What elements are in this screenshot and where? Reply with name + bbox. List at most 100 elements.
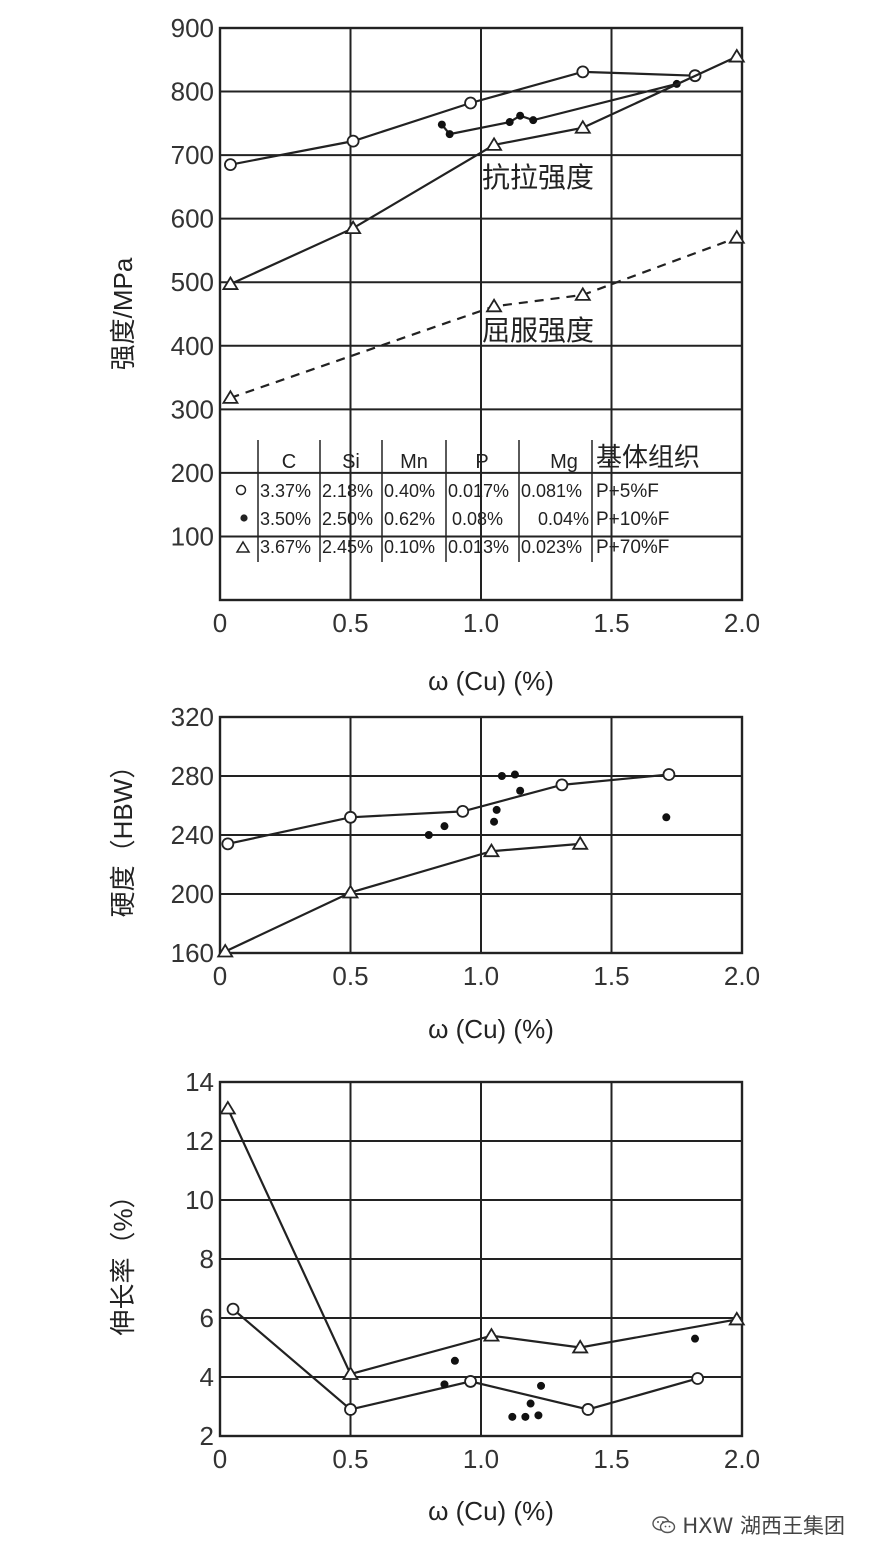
y-axis-label: 硬度（HBW） [108,753,138,918]
series-open-circle [224,65,702,172]
series-triangle-dashed [221,229,746,404]
data-point-triangle [574,119,592,134]
data-point-filled-dot [445,130,454,139]
legend-cell: 2.50% [322,509,373,529]
x-tick-label: 1.5 [593,961,629,991]
series-line [230,70,696,166]
y-tick-label: 600 [171,204,214,234]
series-filled-dot [440,1334,700,1421]
data-point-open-circle [344,810,357,824]
data-point-filled-dot [691,1334,700,1343]
data-point-open-circle [662,768,676,781]
data-point-filled-dot [526,1399,535,1408]
legend-cell: 3.37% [260,481,311,501]
legend-header-matrix: 基体组织 [596,442,700,472]
series-filled-dot [437,79,681,139]
legend-cell: P+10%F [596,509,669,530]
series-line [226,1108,737,1376]
series-line [232,1308,698,1411]
x-tick-label: 2.0 [724,1444,760,1474]
data-point-filled-dot [537,1381,546,1390]
series-triangle [219,1100,746,1380]
watermark: HXW 湖西王集团 [652,1510,845,1540]
data-point-triangle [482,842,501,858]
legend-marker-filled-dot [240,514,248,522]
plot-frame [218,715,744,955]
data-point-filled-dot [529,116,538,125]
x-tick-label: 2.0 [724,608,760,638]
chart-panel-2: 0 0.5 1.0 1.5 2.0 160 200 240 280 320 ω (Cu) (%) 硬度… [108,702,760,1044]
y-tick-label: 160 [171,938,214,968]
legend-cell: 0.10% [384,537,435,557]
plot-frame [218,26,744,602]
legend-header-mg: Mg [550,451,578,473]
data-point-triangle [485,136,503,151]
legend-cell: 0.40% [384,481,435,501]
series-open-circle [221,768,676,851]
legend-header-c: C [282,451,296,473]
data-point-filled-dot [424,831,433,839]
data-point-triangle [482,1327,501,1342]
series-line [230,236,738,399]
legend-cell: 3.67% [260,537,311,557]
watermark-text: HXW 湖西王集团 [682,1514,845,1538]
data-point-filled-dot [437,120,446,129]
data-point-filled-dot [505,118,514,127]
x-tick-label: 0.5 [332,608,368,638]
legend-cell: 0.62% [384,509,435,529]
data-point-open-circle [581,1403,595,1416]
data-point-open-circle [691,1372,705,1385]
y-tick-label: 14 [185,1067,214,1097]
data-point-triangle [341,884,360,899]
y-tick-label: 900 [171,13,214,43]
data-point-filled-dot [497,772,506,780]
legend-cell: 0.04% [538,509,589,529]
y-tick-label: 6 [200,1303,214,1333]
data-point-triangle [728,229,746,244]
chart-panel-3: 0 0.5 1.0 1.5 2.0 2 4 6 8 10 12 14 ω (Cu) (%) 伸长率（%） [108,1067,760,1526]
y-tick-label: 100 [171,521,214,551]
y-tick-label: 500 [171,267,214,297]
y-tick-label: 300 [171,394,214,424]
legend-cell: 2.45% [322,537,373,557]
data-point-filled-dot [440,1380,449,1389]
legend-cell: P+70%F [596,537,669,558]
y-tick-label: 12 [185,1126,214,1156]
data-point-open-circle [555,778,569,792]
data-point-open-circle [221,837,235,851]
series-triangle [216,835,589,958]
data-point-triangle [571,835,589,850]
x-tick-label: 0 [213,1444,227,1474]
data-point-filled-dot [490,817,499,826]
y-axis-label: 强度/MPa [108,257,138,370]
data-point-triangle [221,275,240,290]
y-tick-label: 800 [171,77,214,107]
legend-header-mn: Mn [400,451,428,473]
legend-cell: P+5%F [596,481,659,502]
series-line [227,773,670,845]
x-tick-label: 0 [213,608,227,638]
legend-header-si: Si [342,451,360,473]
x-tick-label: 1.5 [593,1444,629,1474]
wechat-icon [652,1516,676,1534]
annotation-yield-strength: 屈服强度 [482,315,594,346]
x-tick-label: 1.0 [463,1444,499,1474]
y-tick-label: 280 [171,761,214,791]
legend-cell: 0.013% [448,537,509,557]
legend-cell: 0.08% [452,509,503,529]
legend-cell: 3.50% [260,509,311,529]
data-point-open-circle [456,805,470,818]
legend-cell: 0.023% [521,537,582,557]
data-point-triangle [485,298,503,313]
data-point-filled-dot [516,786,525,795]
x-tick-label: 2.0 [724,961,760,991]
legend-header-p: P [475,451,488,473]
data-point-triangle [728,48,746,63]
x-axis-label: ω (Cu) (%) [428,666,554,696]
x-tick-label: 1.5 [593,608,629,638]
data-point-filled-dot [440,822,449,831]
x-tick-label: 0.5 [332,1444,368,1474]
data-point-open-circle [226,1302,240,1316]
x-tick-label: 1.0 [463,961,499,991]
legend-cell: 2.18% [322,481,373,501]
